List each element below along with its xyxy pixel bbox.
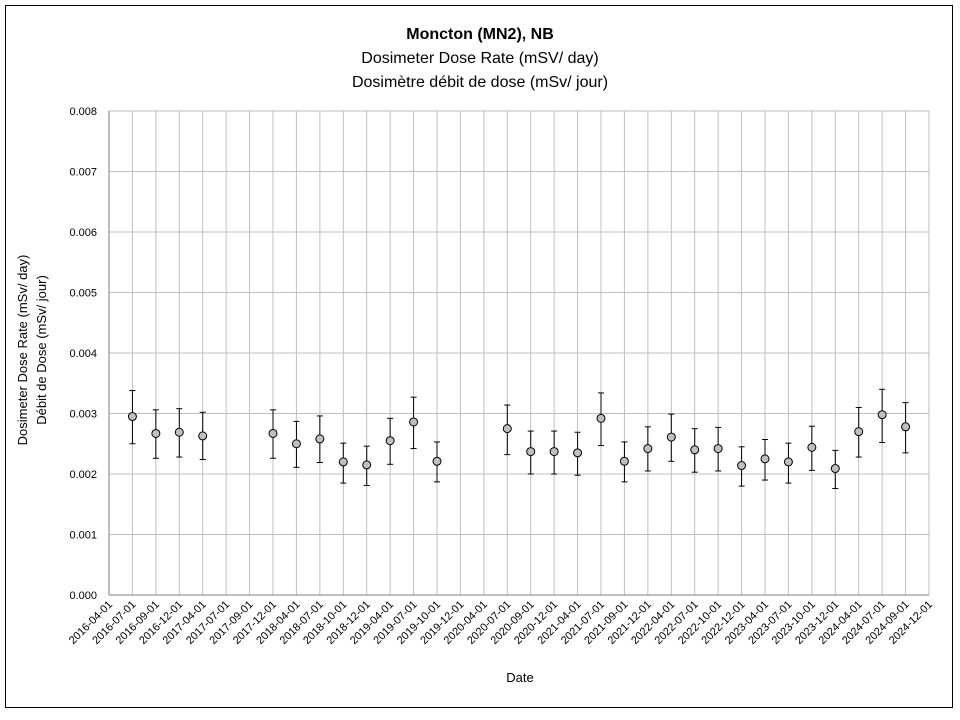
y-tick-label: 0.003 (69, 409, 97, 421)
y-tick-label: 0.004 (69, 348, 97, 360)
point-marker (783, 457, 793, 467)
data-point (385, 417, 395, 465)
data-point (737, 446, 747, 487)
y-tick-label: 0.002 (69, 469, 97, 481)
data-point (690, 428, 700, 473)
data-point (573, 431, 583, 476)
chart-subtitle-en: Dosimeter Dose Rate (mSV/ day) (361, 50, 598, 67)
point-marker (526, 447, 536, 457)
data-point (643, 426, 653, 472)
point-marker (362, 460, 372, 470)
point-marker (596, 413, 606, 423)
point-marker (549, 447, 559, 457)
data-point (854, 406, 864, 458)
y-tick-label: 0.001 (69, 530, 97, 542)
chart-title: Moncton (MN2), NB (406, 26, 554, 43)
y-tick-label: 0.008 (69, 106, 97, 118)
data-point (127, 390, 137, 445)
point-marker (291, 439, 301, 449)
data-point (526, 430, 536, 475)
y-axis-title-en: Dosimeter Dose Rate (mSv/ day) (15, 255, 30, 446)
point-marker (666, 432, 676, 442)
data-point (666, 413, 676, 462)
grid-lines (109, 110, 930, 595)
point-marker (174, 427, 184, 437)
data-point (830, 449, 840, 490)
point-marker (854, 427, 864, 437)
data-point (549, 430, 559, 475)
data-point (760, 439, 770, 481)
y-tick-label: 0.000 (69, 590, 97, 602)
data-point (151, 409, 161, 459)
x-tick-labels: 2016-04-012016-07-012016-09-012016-12-01… (67, 599, 935, 647)
chart-subtitle-fr: Dosimètre débit de dose (mSv/ jour) (352, 74, 608, 91)
point-marker (830, 464, 840, 474)
point-marker (198, 431, 208, 441)
point-marker (760, 454, 770, 464)
data-point (619, 441, 629, 483)
point-marker (573, 448, 583, 458)
point-marker (151, 428, 161, 438)
data-point (291, 420, 301, 468)
data-point (596, 392, 606, 447)
point-marker (338, 457, 348, 467)
data-point (315, 415, 325, 464)
point-marker (502, 424, 512, 434)
data-point (877, 388, 887, 444)
y-axis-title-fr: Débit de Dose (mSv/ jour) (34, 275, 49, 425)
point-marker (385, 436, 395, 446)
point-marker (807, 442, 817, 452)
point-marker (619, 456, 629, 466)
point-marker (315, 434, 325, 444)
data-point (174, 408, 184, 458)
point-marker (713, 444, 723, 454)
y-tick-labels: 0.000 0.001 0.002 0.003 0.004 0.005 0.006 0.007… (69, 106, 97, 602)
data-point (198, 411, 208, 460)
point-marker (737, 461, 747, 471)
point-marker (409, 417, 419, 427)
data-point (807, 425, 817, 471)
data-point (713, 426, 723, 472)
point-marker (901, 422, 911, 432)
data-point (268, 409, 278, 459)
point-marker (690, 445, 700, 455)
point-marker (432, 456, 442, 466)
point-marker (877, 410, 887, 420)
data-point (783, 442, 793, 484)
data-point (338, 442, 348, 484)
data-point (409, 396, 419, 450)
axes (108, 111, 929, 596)
x-axis-title: Date (506, 670, 533, 685)
y-tick-label: 0.005 (69, 288, 97, 300)
y-tick-label: 0.007 (69, 167, 97, 179)
point-marker (127, 412, 137, 422)
data-point (362, 445, 372, 486)
point-marker (268, 428, 278, 438)
data-point (502, 404, 512, 456)
y-tick-label: 0.006 (69, 227, 97, 239)
data-point (901, 402, 911, 454)
chart-frame (5, 5, 953, 708)
data-points (127, 388, 911, 490)
data-point (432, 441, 442, 483)
point-marker (643, 444, 653, 454)
